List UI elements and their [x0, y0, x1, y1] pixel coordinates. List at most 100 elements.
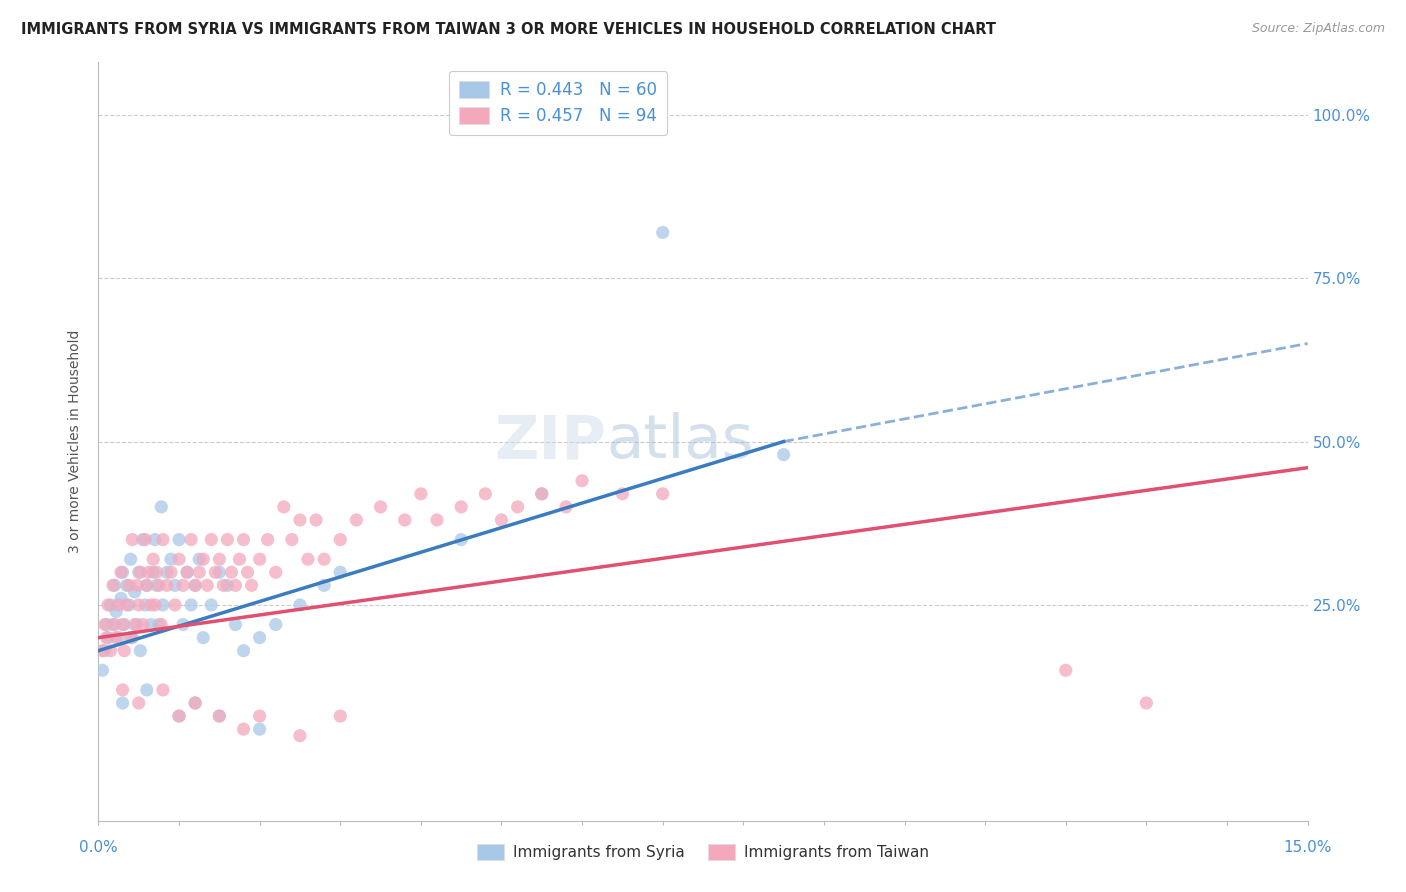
Point: [115, 578, 138, 592]
Point: [217, 578, 239, 592]
Point: [100, 643, 122, 657]
Point: [193, 552, 215, 566]
Point: [184, 696, 207, 710]
Point: [264, 566, 287, 580]
Point: [651, 226, 673, 240]
Point: [208, 566, 231, 580]
Point: [208, 709, 231, 723]
Point: [1135, 696, 1157, 710]
Point: [232, 533, 254, 547]
Point: [160, 566, 183, 580]
Point: [228, 552, 250, 566]
Point: [172, 578, 194, 592]
Point: [180, 533, 202, 547]
Point: [156, 566, 179, 580]
Point: [217, 533, 239, 547]
Point: [96, 631, 118, 645]
Point: [409, 487, 432, 501]
Point: [212, 578, 235, 592]
Point: [134, 598, 156, 612]
Point: [314, 578, 336, 592]
Point: [506, 500, 529, 514]
Point: [105, 605, 128, 619]
Point: [97, 598, 120, 612]
Point: [772, 448, 794, 462]
Point: [240, 578, 263, 592]
Point: [152, 682, 174, 697]
Point: [101, 617, 124, 632]
Point: [139, 598, 162, 612]
Point: [111, 617, 134, 632]
Point: [118, 578, 141, 592]
Point: [450, 533, 472, 547]
Text: 15.0%: 15.0%: [1284, 840, 1331, 855]
Point: [121, 631, 143, 645]
Point: [150, 500, 173, 514]
Point: [204, 566, 226, 580]
Point: [288, 598, 311, 612]
Point: [143, 533, 166, 547]
Point: [118, 598, 141, 612]
Point: [571, 474, 593, 488]
Point: [612, 487, 634, 501]
Point: [142, 566, 165, 580]
Point: [329, 533, 352, 547]
Point: [110, 566, 132, 580]
Point: [288, 729, 311, 743]
Point: [530, 487, 553, 501]
Point: [128, 566, 150, 580]
Point: [394, 513, 416, 527]
Point: [329, 709, 352, 723]
Point: [121, 533, 143, 547]
Point: [145, 578, 167, 592]
Point: [176, 566, 198, 580]
Point: [143, 598, 166, 612]
Point: [103, 617, 125, 632]
Point: [134, 533, 156, 547]
Point: [127, 617, 149, 632]
Point: [426, 513, 449, 527]
Point: [138, 566, 160, 580]
Point: [249, 722, 271, 736]
Point: [105, 631, 128, 645]
Point: [124, 617, 146, 632]
Text: IMMIGRANTS FROM SYRIA VS IMMIGRANTS FROM TAIWAN 3 OR MORE VEHICLES IN HOUSEHOLD : IMMIGRANTS FROM SYRIA VS IMMIGRANTS FROM…: [21, 22, 995, 37]
Point: [97, 631, 120, 645]
Point: [160, 552, 183, 566]
Point: [132, 533, 155, 547]
Point: [107, 631, 129, 645]
Point: [249, 709, 271, 723]
Point: [184, 578, 207, 592]
Point: [111, 682, 134, 697]
Point: [163, 598, 186, 612]
Point: [344, 513, 367, 527]
Point: [224, 578, 246, 592]
Point: [195, 578, 218, 592]
Point: [107, 598, 129, 612]
Point: [139, 617, 162, 632]
Point: [200, 598, 222, 612]
Point: [329, 566, 352, 580]
Point: [135, 682, 157, 697]
Point: [94, 617, 117, 632]
Point: [132, 617, 155, 632]
Point: [167, 533, 190, 547]
Point: [91, 643, 114, 657]
Text: ZIP: ZIP: [495, 412, 606, 471]
Point: [172, 617, 194, 632]
Point: [232, 722, 254, 736]
Point: [221, 566, 243, 580]
Point: [163, 578, 186, 592]
Point: [148, 578, 170, 592]
Point: [135, 578, 157, 592]
Point: [200, 533, 222, 547]
Point: [530, 487, 553, 501]
Text: Source: ZipAtlas.com: Source: ZipAtlas.com: [1251, 22, 1385, 36]
Point: [101, 578, 124, 592]
Point: [148, 617, 170, 632]
Point: [224, 617, 246, 632]
Text: atlas: atlas: [606, 412, 754, 471]
Point: [288, 513, 311, 527]
Point: [264, 617, 287, 632]
Point: [167, 552, 190, 566]
